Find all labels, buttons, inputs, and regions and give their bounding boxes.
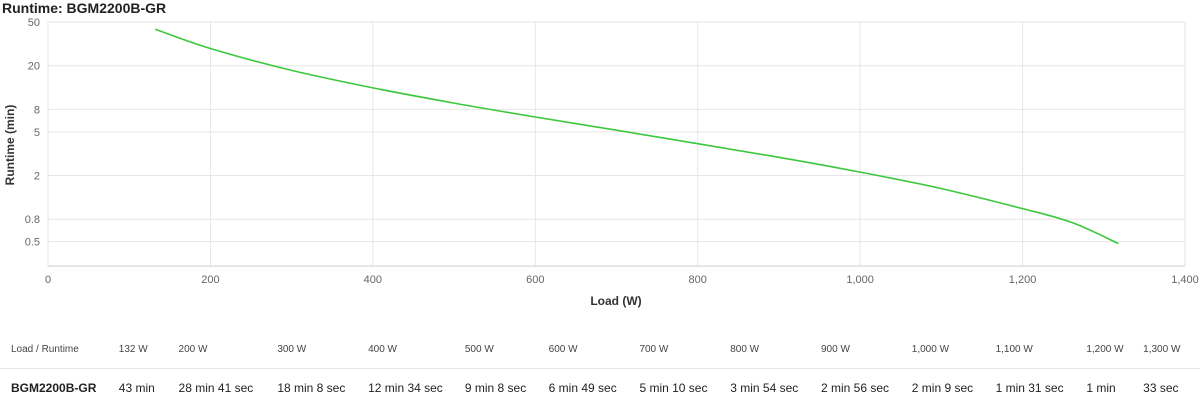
table-header-load: 1,200 W bbox=[1086, 343, 1124, 355]
x-tick-labels: 0 200 400 600 800 1,000 1,200 1,400 bbox=[45, 274, 1199, 286]
x-tick-label: 400 bbox=[364, 274, 382, 286]
runtime-table: Load / Runtime 132 W 200 W 300 W 400 W 500 W… bbox=[0, 330, 1200, 407]
y-tick-label: 0.5 bbox=[25, 237, 40, 249]
table-header-row: Load / Runtime 132 W 200 W 300 W 400 W 500 W… bbox=[0, 330, 1200, 369]
runtime-value: 2 min 9 sec bbox=[911, 368, 996, 407]
x-axis-title: Load (W) bbox=[590, 294, 641, 308]
runtime-value: 1 min bbox=[1086, 368, 1144, 407]
table-header-load: 300 W bbox=[277, 343, 307, 355]
runtime-value: 6 min 49 sec bbox=[548, 368, 640, 407]
runtime-value: 1 min 31 sec bbox=[995, 368, 1087, 407]
chart-title: Runtime: BGM2200B-GR bbox=[2, 0, 167, 16]
x-tick-label: 1,400 bbox=[1171, 274, 1199, 286]
runtime-value: 18 min 8 sec bbox=[277, 368, 369, 407]
table-header-load: 500 W bbox=[464, 343, 494, 355]
y-tick-label: 20 bbox=[28, 61, 40, 73]
model-name: BGM2200B-GR bbox=[0, 368, 119, 407]
x-tick-label: 0 bbox=[45, 274, 51, 286]
runtime-value: 28 min 41 sec bbox=[178, 368, 278, 407]
y-tick-label: 2 bbox=[34, 171, 40, 183]
x-tick-label: 200 bbox=[201, 274, 219, 286]
table-header-load: 800 W bbox=[730, 343, 760, 355]
y-tick-labels: 0.5 0.8 2 5 8 20 50 bbox=[25, 17, 40, 249]
table-header-load: 1,000 W bbox=[911, 343, 950, 355]
table-header-load: 1,300 W bbox=[1143, 343, 1181, 355]
x-tick-label: 1,000 bbox=[846, 274, 874, 286]
y-tick-label: 50 bbox=[28, 17, 40, 29]
x-tick-label: 800 bbox=[689, 274, 707, 286]
runtime-value: 3 min 54 sec bbox=[730, 368, 821, 407]
runtime-value: 12 min 34 sec bbox=[368, 368, 465, 407]
x-tick-label: 1,200 bbox=[1009, 274, 1037, 286]
runtime-value: 33 sec bbox=[1143, 368, 1200, 407]
table-header-load: 200 W bbox=[178, 343, 208, 355]
table-row: BGM2200B-GR 43 min 28 min 41 sec 18 min 8 … bbox=[0, 368, 1200, 407]
runtime-series-line bbox=[154, 28, 1119, 245]
runtime-chart: 0 200 400 600 800 1,000 1,200 1,400 0.5 0.8 2 5 8 20… bbox=[3, 17, 1199, 308]
table-header-load: 1,100 W bbox=[995, 343, 1033, 355]
x-tick-label: 600 bbox=[526, 274, 544, 286]
table-header-load: 700 W bbox=[639, 343, 669, 355]
runtime-value: 43 min bbox=[118, 368, 179, 407]
table-header-label: Load / Runtime bbox=[11, 343, 79, 355]
table-header-load: 132 W bbox=[118, 343, 148, 355]
y-axis-title: Runtime (min) bbox=[3, 105, 17, 186]
y-tick-label: 0.8 bbox=[25, 214, 40, 226]
table-header-load: 600 W bbox=[548, 343, 578, 355]
y-tick-label: 8 bbox=[34, 104, 40, 116]
table-header-load: 900 W bbox=[821, 343, 850, 355]
runtime-value: 2 min 56 sec bbox=[821, 368, 912, 407]
runtime-value: 9 min 8 sec bbox=[464, 368, 549, 407]
runtime-value: 5 min 10 sec bbox=[639, 368, 731, 407]
grid-lines bbox=[47, 21, 1186, 266]
y-tick-label: 5 bbox=[34, 127, 40, 139]
table-header-load: 400 W bbox=[368, 343, 397, 355]
